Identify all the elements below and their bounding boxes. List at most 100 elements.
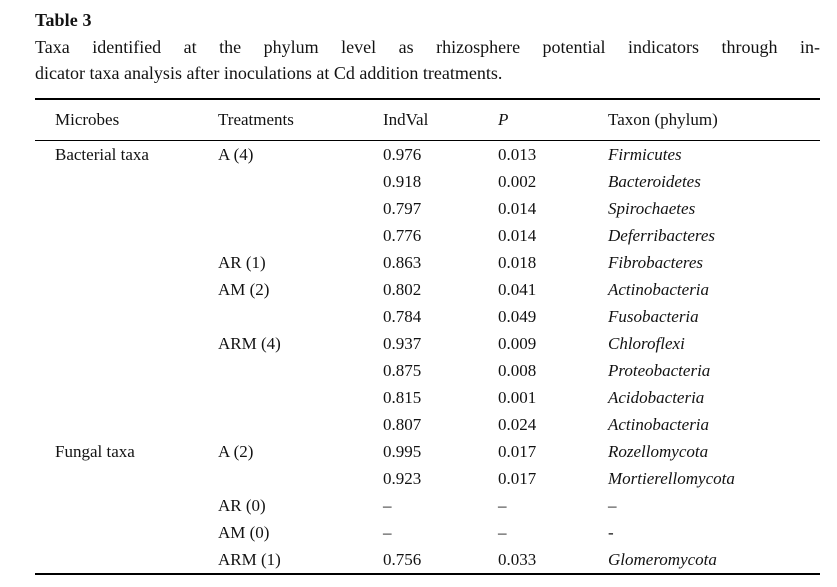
cell-taxon: Fibrobacteres (608, 252, 704, 272)
col-header-treatments: Treatments (218, 110, 294, 129)
table-title: Table 3 (35, 10, 92, 30)
cell-indval: – (383, 522, 392, 542)
cell-taxon: Chloroflexi (608, 333, 685, 353)
cell-taxon: Spirochaetes (608, 198, 696, 218)
table-row: AR (0) – – – (35, 492, 820, 519)
table-row: 0.875 0.008 Proteobacteria (35, 357, 820, 384)
cell-treatment: ARM (1) (218, 549, 281, 569)
cell-microbes (35, 195, 218, 222)
table-row: AM (2) 0.802 0.041 Actinobacteria (35, 276, 820, 303)
table-row: Bacterial taxa A (4) 0.976 0.013 Firmicu… (35, 141, 820, 169)
cell-taxon: Glomeromycota (608, 549, 717, 569)
cell-taxon: – (608, 495, 617, 515)
cell-indval: 0.815 (383, 387, 422, 407)
cell-microbes (35, 492, 218, 519)
table-header-row: Microbes Treatments IndVal P Taxon (phyl… (35, 99, 820, 141)
cell-microbes (35, 546, 218, 574)
table-row: 0.918 0.002 Bacteroidetes (35, 168, 820, 195)
table-caption-line: Taxa identified at the phylum level as r… (35, 37, 820, 57)
table-row: AM (0) – – - (35, 519, 820, 546)
cell-treatment (218, 168, 383, 195)
cell-microbes (35, 411, 218, 438)
cell-microbes (35, 303, 218, 330)
cell-treatment: AR (1) (218, 252, 266, 272)
cell-indval: 0.756 (383, 549, 422, 569)
cell-taxon: - (608, 522, 614, 542)
cell-p: 0.014 (498, 198, 537, 218)
cell-indval: 0.995 (383, 441, 422, 461)
cell-treatment (218, 303, 383, 330)
cell-microbes (35, 384, 218, 411)
table-row: 0.923 0.017 Mortierellomycota (35, 465, 820, 492)
cell-indval: 0.863 (383, 252, 422, 272)
cell-p: 0.008 (498, 360, 537, 380)
cell-p: 0.017 (498, 468, 537, 488)
cell-p: 0.017 (498, 441, 537, 461)
cell-p: 0.041 (498, 279, 537, 299)
cell-taxon: Bacteroidetes (608, 171, 701, 191)
table-row: ARM (1) 0.756 0.033 Glomeromycota (35, 546, 820, 574)
cell-microbes (35, 168, 218, 195)
cell-p: 0.002 (498, 171, 537, 191)
cell-treatment: A (4) (218, 144, 254, 164)
table-body: Bacterial taxa A (4) 0.976 0.013 Firmicu… (35, 141, 820, 574)
table-row: AR (1) 0.863 0.018 Fibrobacteres (35, 249, 820, 276)
col-header-indval: IndVal (383, 110, 429, 129)
cell-microbes (35, 276, 218, 303)
cell-treatment: A (2) (218, 441, 254, 461)
cell-microbes (35, 357, 218, 384)
cell-p: 0.014 (498, 225, 537, 245)
cell-p: 0.018 (498, 252, 537, 272)
table-row: 0.797 0.014 Spirochaetes (35, 195, 820, 222)
cell-p: – (498, 495, 507, 515)
cell-indval: 0.976 (383, 144, 422, 164)
cell-treatment: AR (0) (218, 495, 266, 515)
cell-taxon: Proteobacteria (608, 360, 711, 380)
cell-p: 0.009 (498, 333, 537, 353)
cell-treatment: ARM (4) (218, 333, 281, 353)
cell-taxon: Deferribacteres (608, 225, 716, 245)
cell-indval: 0.937 (383, 333, 422, 353)
cell-indval: 0.802 (383, 279, 422, 299)
cell-treatment (218, 384, 383, 411)
cell-p: 0.001 (498, 387, 537, 407)
cell-microbes: Bacterial taxa (55, 144, 149, 164)
cell-taxon: Actinobacteria (608, 414, 710, 434)
cell-taxon: Firmicutes (608, 144, 682, 164)
cell-taxon: Acidobacteria (608, 387, 705, 407)
cell-taxon: Fusobacteria (608, 306, 699, 326)
indicator-taxa-table: Microbes Treatments IndVal P Taxon (phyl… (35, 98, 820, 575)
cell-microbes (35, 465, 218, 492)
table-row: Fungal taxa A (2) 0.995 0.017 Rozellomyc… (35, 438, 820, 465)
col-header-p: P (498, 110, 509, 129)
cell-indval: 0.807 (383, 414, 422, 434)
cell-indval: 0.875 (383, 360, 422, 380)
cell-p: 0.024 (498, 414, 537, 434)
cell-indval: 0.797 (383, 198, 422, 218)
table-row: 0.807 0.024 Actinobacteria (35, 411, 820, 438)
cell-treatment: AM (0) (218, 522, 270, 542)
cell-microbes (35, 519, 218, 546)
cell-taxon: Rozellomycota (608, 441, 709, 461)
cell-taxon: Actinobacteria (608, 279, 710, 299)
cell-treatment (218, 357, 383, 384)
cell-treatment (218, 465, 383, 492)
cell-treatment (218, 222, 383, 249)
cell-taxon: Mortierellomycota (608, 468, 735, 488)
cell-indval: 0.923 (383, 468, 422, 488)
table-row: 0.776 0.014 Deferribacteres (35, 222, 820, 249)
table-row: 0.815 0.001 Acidobacteria (35, 384, 820, 411)
cell-p: 0.013 (498, 144, 537, 164)
cell-treatment (218, 411, 383, 438)
cell-p: 0.033 (498, 549, 537, 569)
table-caption: Taxa identified at the phylum level as r… (35, 34, 820, 86)
cell-microbes (35, 249, 218, 276)
cell-treatment: AM (2) (218, 279, 270, 299)
cell-indval: – (383, 495, 392, 515)
table-row: 0.784 0.049 Fusobacteria (35, 303, 820, 330)
table-caption-line: dicator taxa analysis after inoculations… (35, 63, 503, 83)
cell-treatment (218, 195, 383, 222)
table-row: ARM (4) 0.937 0.009 Chloroflexi (35, 330, 820, 357)
cell-indval: 0.918 (383, 171, 422, 191)
